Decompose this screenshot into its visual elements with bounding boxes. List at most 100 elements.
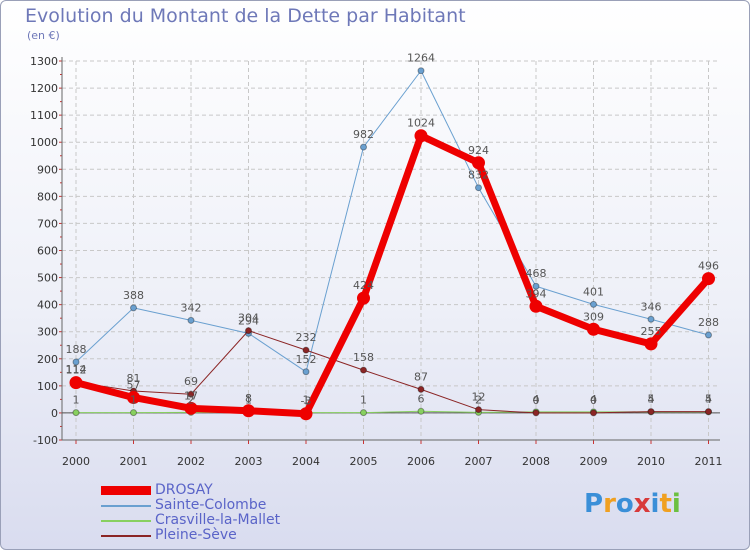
data-point <box>130 304 137 312</box>
legend-swatch <box>101 486 151 495</box>
x-tick-label: 2008 <box>522 455 550 468</box>
y-tick-label: 900 <box>37 163 58 176</box>
data-label: 1 <box>73 394 80 407</box>
data-point <box>72 358 80 366</box>
logo-letter: i <box>671 489 681 519</box>
data-label: 57 <box>127 378 141 391</box>
data-label: 255 <box>641 325 662 338</box>
data-label: 4 <box>533 393 540 406</box>
logo-letter: i <box>650 489 660 519</box>
data-label: 496 <box>698 260 719 273</box>
y-tick-label: 300 <box>37 326 58 339</box>
x-tick-label: 2010 <box>637 455 665 468</box>
series-line-drosay <box>72 132 712 418</box>
legend: DROSAY Sainte-Colombe Crasville-la-Mallet P… <box>101 483 280 543</box>
data-label: 424 <box>353 279 374 292</box>
x-tick-label: 2005 <box>350 455 378 468</box>
logo-letter: x <box>633 489 651 519</box>
data-point <box>360 143 367 151</box>
data-point <box>417 385 425 393</box>
data-label: 17 <box>184 389 198 402</box>
data-point <box>69 376 83 390</box>
x-tick-label: 2006 <box>407 455 435 468</box>
legend-label: Crasville-la-Mallet <box>155 512 281 528</box>
series-line-pleine-s-ve <box>75 330 709 414</box>
data-point <box>127 390 140 404</box>
data-label: 0 <box>533 394 540 407</box>
data-label: 0 <box>590 394 597 407</box>
data-label: 304 <box>238 312 259 325</box>
data-label: 81 <box>127 372 141 385</box>
data-label: 5 <box>705 393 712 406</box>
data-point <box>130 409 137 417</box>
data-point <box>702 272 715 286</box>
data-point <box>472 156 485 170</box>
data-label: 152 <box>296 353 317 366</box>
data-label: 4 <box>648 393 655 406</box>
legend-label: DROSAY <box>155 482 213 498</box>
y-tick-label: 1000 <box>30 136 58 149</box>
logo-letter: o <box>615 489 634 519</box>
y-tick-label: 1300 <box>30 55 58 68</box>
series-lines <box>69 67 715 421</box>
legend-label: Pleine-Sève <box>155 527 237 543</box>
data-label: 8 <box>245 392 252 405</box>
y-tick-label: 1100 <box>30 109 58 122</box>
data-label: 188 <box>66 343 87 356</box>
logo-letter: r <box>603 489 616 519</box>
logo-letter: P <box>584 489 604 519</box>
data-label: 2 <box>188 393 195 406</box>
x-tick-label: 2004 <box>292 455 320 468</box>
data-point <box>475 184 482 192</box>
data-label: 12 <box>472 391 486 404</box>
data-point <box>647 408 655 416</box>
data-point <box>184 401 198 415</box>
legend-swatch <box>101 504 151 507</box>
data-label: 309 <box>583 310 604 323</box>
legend-item: Crasville-la-Mallet <box>101 513 280 528</box>
data-label: 924 <box>468 144 489 157</box>
data-label: -3 <box>301 395 312 408</box>
data-point <box>705 408 712 416</box>
y-tick-label: 800 <box>37 190 58 203</box>
y-tick-label: 700 <box>37 217 58 230</box>
data-point <box>357 291 370 305</box>
data-label: 832 <box>468 169 489 182</box>
x-tick-label: 2011 <box>695 455 723 468</box>
data-label: 232 <box>296 331 317 344</box>
data-point <box>705 331 712 339</box>
x-tick-label: 2002 <box>177 455 205 468</box>
data-point <box>647 315 655 323</box>
data-label: 4 <box>705 393 712 406</box>
y-tick-label: 0 <box>51 407 58 420</box>
data-label: 394 <box>526 287 547 300</box>
data-label: 468 <box>526 267 547 280</box>
data-point <box>529 299 543 313</box>
data-label: 1 <box>245 394 252 407</box>
data-label: 982 <box>353 128 374 141</box>
y-tick-label: -100 <box>33 434 58 447</box>
data-point <box>302 346 310 354</box>
chart-unit-label: (en €) <box>27 29 60 42</box>
data-label: 346 <box>641 300 662 313</box>
series-line-crasville-la-mallet <box>75 410 709 414</box>
legend-item: DROSAY <box>101 483 280 498</box>
y-tick-label: 100 <box>37 380 58 393</box>
data-label: 4 <box>590 393 597 406</box>
data-point <box>187 390 195 398</box>
data-label: 69 <box>184 375 198 388</box>
x-tick-label: 2007 <box>465 455 493 468</box>
data-label: 5 <box>648 393 655 406</box>
proxiti-logo: Proxiti <box>584 489 681 519</box>
data-label: 112 <box>66 364 87 377</box>
data-point <box>72 409 80 417</box>
data-label: 158 <box>353 351 374 364</box>
data-label: 1024 <box>407 117 435 130</box>
data-label: 1 <box>360 394 367 407</box>
y-tick-label: 500 <box>37 272 58 285</box>
legend-swatch <box>101 534 151 537</box>
x-tick-label: 2000 <box>62 455 90 468</box>
